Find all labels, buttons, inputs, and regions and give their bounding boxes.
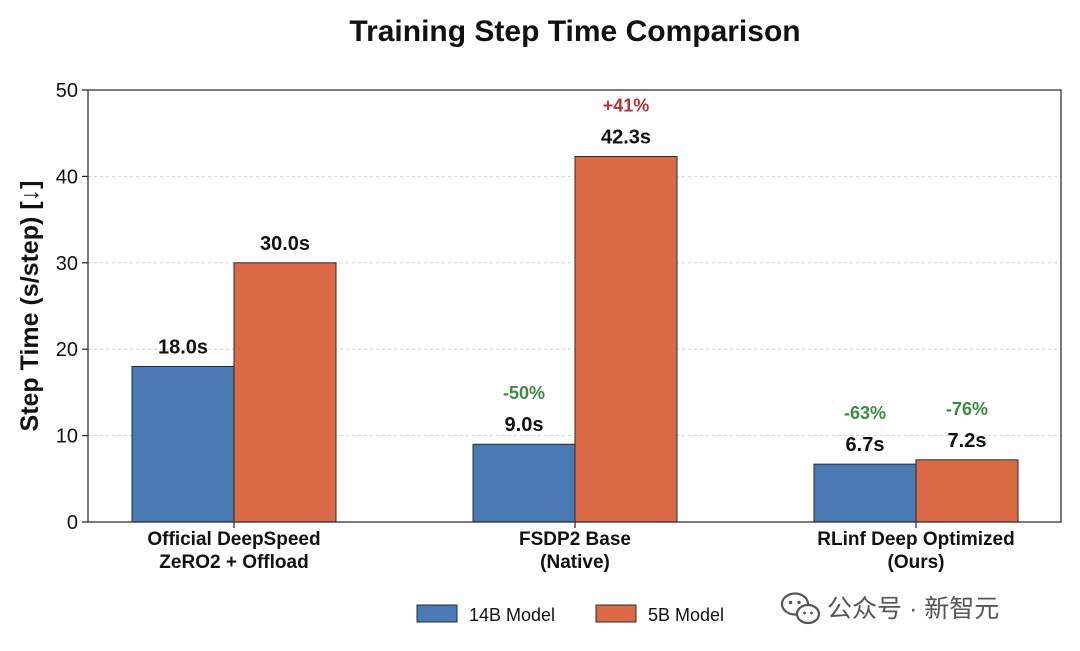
bar-14b (131, 365, 235, 523)
y-tick-label: 10 (56, 426, 78, 448)
x-tick-label: (Native) (540, 552, 610, 573)
bar-value-label: 42.3s (601, 127, 651, 149)
bar-value-label: 6.7s (846, 434, 885, 456)
y-axis-ticks: 0 10 20 30 40 50 (56, 80, 88, 534)
bar-change-label: -76% (946, 399, 988, 419)
bar-5b (233, 262, 337, 523)
legend-swatch (416, 604, 458, 623)
x-tick-label: (Ours) (888, 552, 945, 573)
bars (131, 156, 1019, 523)
legend-label: 14B Model (469, 605, 555, 625)
bar-5b (574, 156, 678, 523)
bar-change-label: -63% (844, 403, 886, 423)
bar-5b (915, 459, 1019, 523)
watermark: 公众号 · 新智元 (780, 592, 999, 625)
watermark-text: 公众号 · 新智元 (827, 595, 999, 623)
y-tick-label: 0 (67, 512, 78, 534)
legend-label: 5B Model (648, 605, 724, 625)
bar-value-label: 18.0s (158, 336, 208, 358)
bar-value-label: 7.2s (948, 430, 987, 452)
y-tick-label: 30 (56, 253, 78, 275)
legend-swatch (595, 604, 637, 623)
bar-value-label: 30.0s (260, 233, 310, 255)
wechat-icon (780, 592, 821, 625)
bar-14b (472, 443, 576, 523)
bar-change-label: -50% (503, 383, 545, 403)
x-tick-label: ZeRO2 + Offload (159, 552, 308, 573)
y-axis-label: Step Time (s/step) [↓] (16, 181, 44, 432)
y-tick-label: 40 (56, 166, 78, 188)
y-tick-label: 50 (56, 80, 78, 102)
bar-change-label: +41% (603, 96, 650, 116)
legend: 14B Model 5B Model (416, 604, 724, 625)
x-tick-label: RLinf Deep Optimized (817, 529, 1014, 550)
bar-value-label: 9.0s (505, 414, 544, 436)
x-tick-label: FSDP2 Base (519, 529, 631, 550)
x-tick-label: Official DeepSpeed (147, 529, 320, 550)
chart-title: Training Step Time Comparison (349, 15, 800, 48)
y-tick-label: 20 (56, 339, 78, 361)
bar-labels: 18.0s 30.0s 9.0s -50% 42.3s +41% 6.7s -63% 7.2s -… (158, 96, 988, 457)
bar-14b (813, 463, 917, 523)
